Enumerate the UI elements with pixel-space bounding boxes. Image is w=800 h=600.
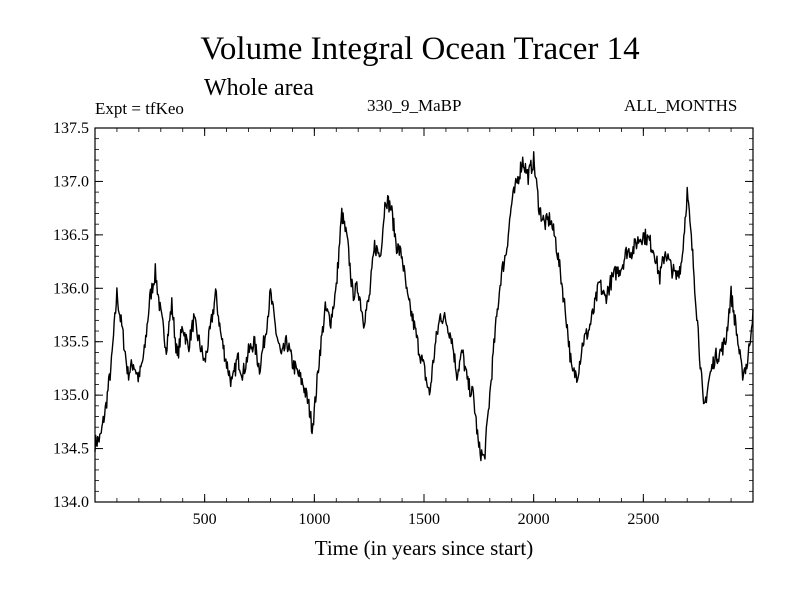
run-id-label: 330_9_MaBP (367, 96, 462, 115)
plot-frame (94, 127, 754, 503)
months-label: ALL_MONTHS (624, 96, 738, 115)
y-tick-label: 135.0 (53, 387, 89, 404)
x-axis-title: Time (in years since start) (314, 536, 534, 560)
y-tick-label: 137.5 (53, 120, 89, 137)
y-tick-label: 134.0 (53, 494, 89, 511)
series-line (94, 151, 754, 462)
y-tick-label: 134.5 (53, 441, 89, 458)
x-tick-label: 1000 (298, 511, 330, 528)
y-tick-label: 137.0 (53, 173, 89, 190)
x-tick-label: 2500 (627, 511, 659, 528)
x-tick-label: 2000 (518, 511, 550, 528)
x-tick-label: 500 (193, 511, 217, 528)
chart-title: Volume Integral Ocean Tracer 14 (200, 31, 640, 67)
experiment-label: Expt = tfKeo (95, 99, 184, 118)
x-tick-label: 1500 (408, 511, 440, 528)
y-tick-label: 136.5 (53, 227, 89, 244)
chart-subtitle: Whole area (204, 75, 314, 101)
y-tick-label: 136.0 (53, 280, 89, 297)
y-tick-label: 135.5 (53, 334, 89, 351)
tick-labels-layer: 134.0 134.5 135.0 135.5 136.0 136.5 137.0 137.5… (53, 120, 659, 528)
series-layer (94, 151, 754, 462)
